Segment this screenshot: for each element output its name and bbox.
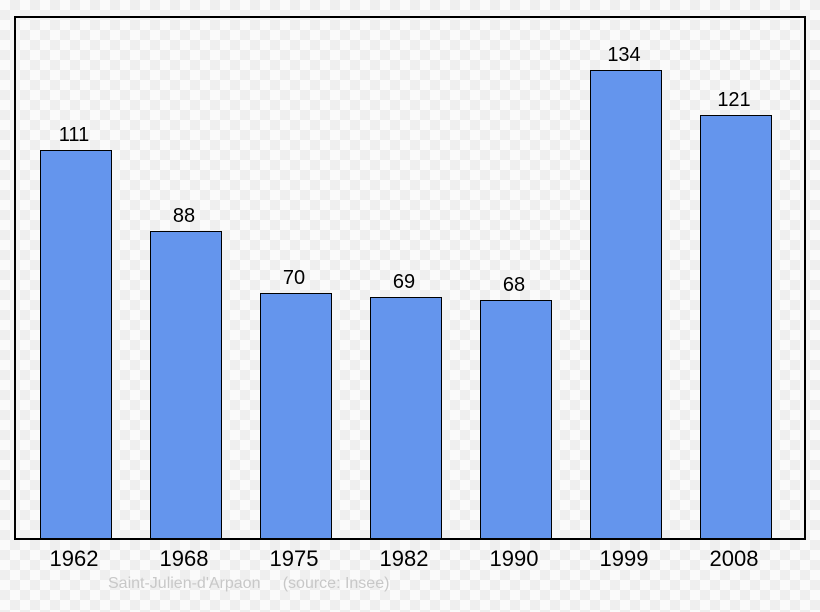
x-axis-label: 1968 bbox=[160, 546, 209, 572]
x-axis-label: 2008 bbox=[710, 546, 759, 572]
bar bbox=[40, 150, 112, 538]
chart-plot-area bbox=[14, 16, 806, 540]
x-axis-label: 1962 bbox=[50, 546, 99, 572]
bar bbox=[260, 293, 332, 538]
footer-place: Saint-Julien-d'Arpaon bbox=[108, 575, 260, 592]
bar bbox=[150, 231, 222, 538]
footer-source: (source: Insee) bbox=[283, 575, 390, 592]
x-axis-label: 1975 bbox=[270, 546, 319, 572]
bar bbox=[700, 115, 772, 538]
bar bbox=[590, 70, 662, 538]
x-axis-label: 1982 bbox=[380, 546, 429, 572]
bar bbox=[480, 300, 552, 538]
bar bbox=[370, 297, 442, 538]
x-axis-label: 1999 bbox=[600, 546, 649, 572]
x-axis-label: 1990 bbox=[490, 546, 539, 572]
chart-footer: Saint-Julien-d'Arpaon (source: Insee) bbox=[108, 575, 389, 593]
